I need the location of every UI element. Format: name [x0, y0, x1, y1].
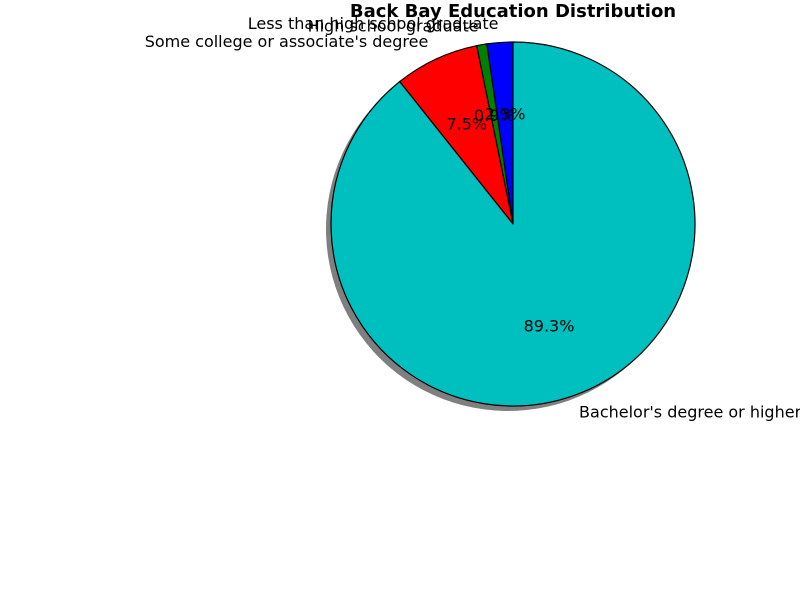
slice-percent-bachelor-s-degree-or-higher: 89.3% — [524, 317, 575, 336]
slice-label-less-than-high-school-graduate: Less than high school graduate — [248, 14, 499, 33]
chart-title: Back Bay Education Distribution — [350, 1, 676, 22]
slice-percent-some-college-or-associate-s-degree: 7.5% — [446, 115, 487, 134]
slice-label-some-college-or-associate-s-degree: Some college or associate's degree — [145, 32, 429, 51]
slice-label-high-school-graduate: High school graduate — [308, 16, 479, 35]
slice-percent-high-school-graduate: 0.9% — [474, 106, 515, 125]
slice-label-bachelor-s-degree-or-higher: Bachelor's degree or higher — [579, 402, 800, 421]
pie-slice-bachelor-s-degree-or-higher — [330, 41, 696, 407]
slice-percent-less-than-high-school-graduate: 2.3% — [485, 105, 526, 124]
